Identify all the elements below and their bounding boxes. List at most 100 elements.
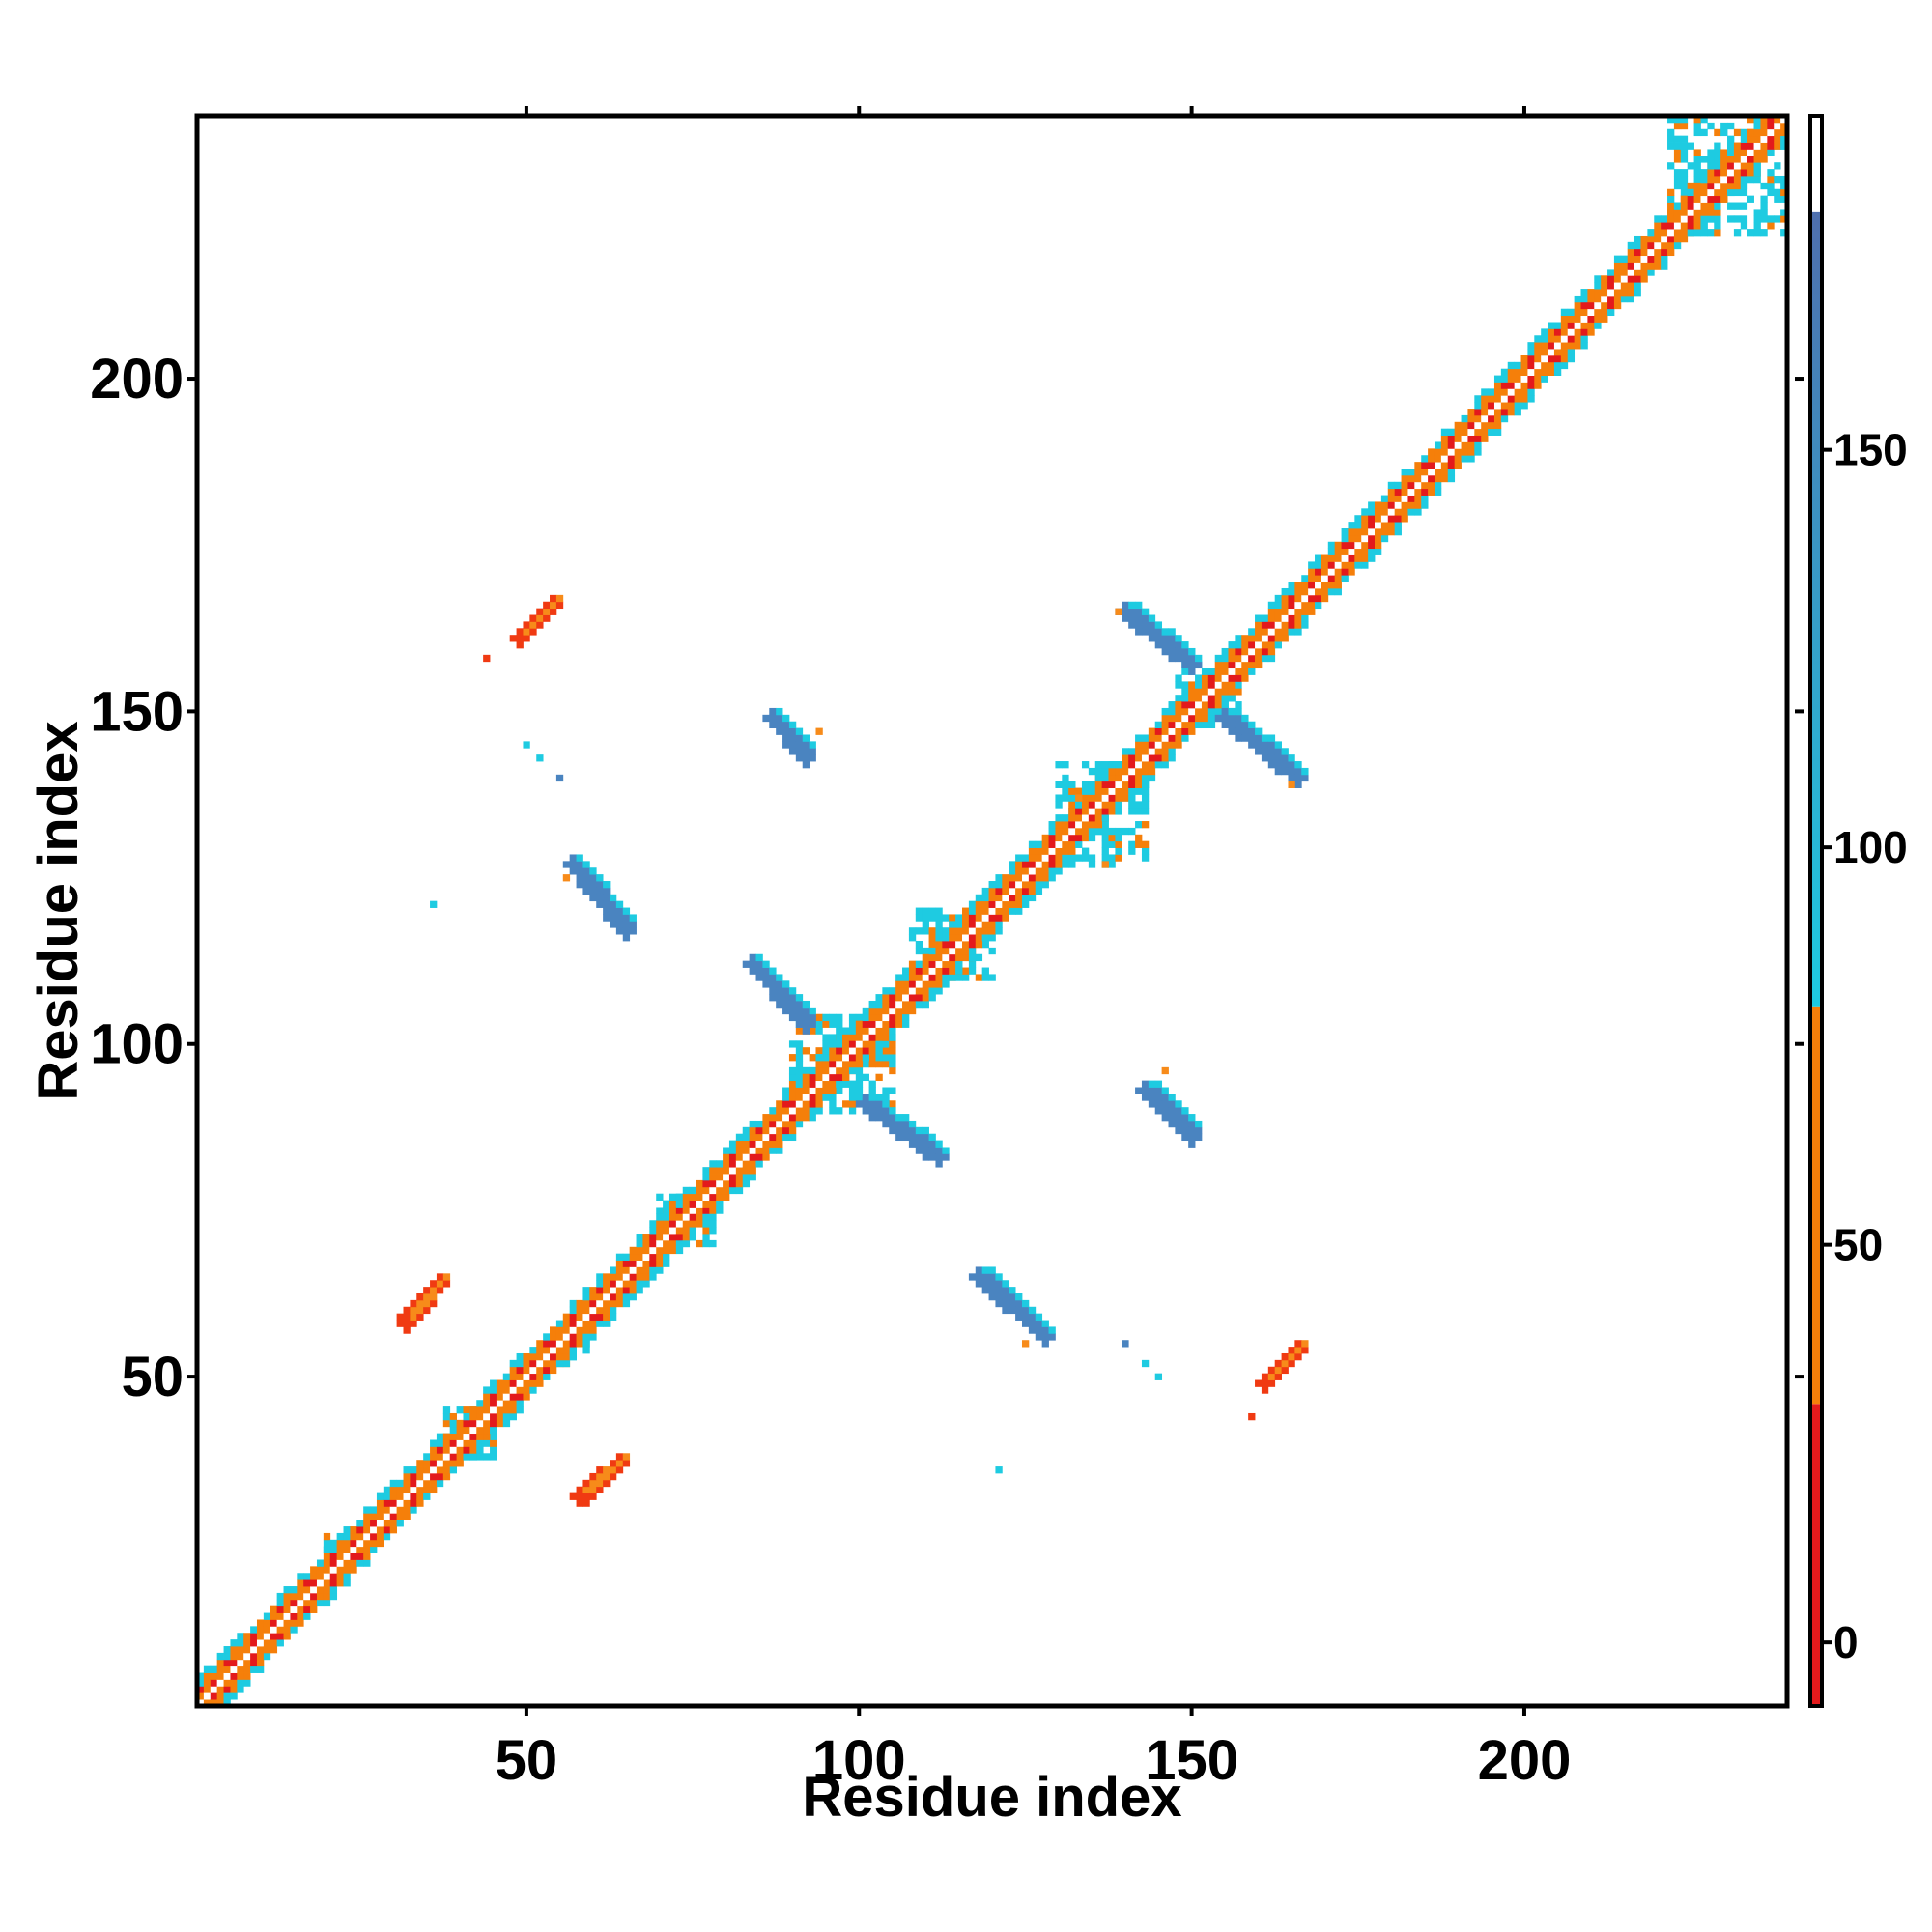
diagonal-cell (456, 1460, 464, 1467)
diagonal-cell (675, 1227, 684, 1235)
strand-cell (1281, 754, 1289, 762)
strand-cell (889, 1107, 896, 1115)
diagonal-cell (1281, 587, 1289, 596)
diagonal-cell (915, 980, 923, 988)
diagonal-cell (1500, 395, 1509, 403)
diagonal-cell (928, 953, 936, 962)
strand-cell (1041, 1333, 1049, 1341)
diagonal-cell (928, 947, 936, 955)
diagonal-cell (1028, 854, 1037, 862)
diagonal-cell (210, 1665, 218, 1673)
strand-cell (615, 1453, 624, 1461)
blob-cell (1753, 229, 1761, 237)
strand-cell (596, 887, 604, 895)
diagonal-cell (689, 1227, 696, 1235)
blob-cell (1680, 175, 1689, 184)
strand-cell (576, 867, 583, 875)
diagonal-cell (868, 1034, 876, 1041)
diagonal-cell (842, 1073, 850, 1082)
strand-cell (1248, 727, 1256, 735)
strand-cell (1188, 668, 1196, 675)
diagonal-cell (263, 1626, 271, 1634)
diagonal-cell (316, 1579, 325, 1587)
diagonal-cell (1680, 209, 1689, 216)
strand-cell (1301, 1340, 1309, 1348)
diagonal-cell (1009, 900, 1016, 908)
diagonal-cell (343, 1539, 351, 1548)
diagonal-cell (1101, 781, 1109, 788)
strand-cell (543, 614, 551, 622)
blob-cell (1727, 135, 1735, 143)
strand-cell (1281, 767, 1289, 776)
diagonal-cell (875, 1034, 883, 1041)
strand-cell (922, 1147, 929, 1154)
diagonal-cell (1009, 907, 1016, 915)
diagonal-cell (1520, 375, 1528, 383)
diagonal-cell (1128, 787, 1136, 795)
diagonal-cell (755, 1153, 763, 1161)
diagonal-cell (735, 1186, 744, 1195)
diagonal-cell (1654, 262, 1662, 270)
diagonal-cell (310, 1605, 318, 1613)
diagonal-cell (523, 1386, 530, 1394)
strand-cell (995, 1299, 1003, 1308)
diagonal-cell (1394, 488, 1402, 496)
diagonal-cell (1693, 222, 1701, 230)
diagonal-cell (949, 921, 956, 928)
strand-cell (603, 900, 611, 908)
diagonal-cell (668, 1239, 677, 1248)
diagonal-cell (1507, 409, 1516, 416)
diagonal-cell (1035, 887, 1043, 895)
diagonal-cell (848, 1060, 857, 1068)
diagonal-cell (1594, 282, 1602, 290)
diagonal-cell (1693, 215, 1701, 223)
diagonal-cell (1760, 116, 1768, 124)
blob-cell (889, 1054, 896, 1062)
diagonal-cell (1700, 209, 1708, 216)
diagonal-cell (1647, 235, 1655, 243)
diagonal-cell (1541, 349, 1548, 356)
diagonal-cell (649, 1260, 657, 1267)
diagonal-cell (1760, 149, 1768, 156)
strand-cell (1141, 1087, 1150, 1094)
diagonal-cell (842, 1060, 850, 1068)
blob-cell (848, 1080, 857, 1088)
strand-cell (1221, 714, 1229, 723)
diagonal-cell (1122, 754, 1129, 762)
strand-cell (589, 874, 597, 882)
diagonal-cell (1601, 315, 1608, 323)
blob-cell (848, 1087, 857, 1094)
diagonal-cell (223, 1672, 231, 1680)
strand-cell (755, 953, 763, 962)
strand-cell (769, 980, 777, 988)
diagonal-cell (1527, 388, 1535, 396)
diagonal-cell (576, 1313, 583, 1321)
strand-cell (1168, 1114, 1176, 1122)
diagonal-cell (1414, 481, 1422, 490)
blob-cell (1081, 781, 1090, 788)
diagonal-cell (1267, 621, 1276, 629)
diagonal-cell (1161, 727, 1169, 735)
diagonal-cell (776, 1114, 783, 1122)
strand-cell (1288, 1347, 1295, 1354)
diagonal-cell (868, 1027, 876, 1035)
diagonal-cell (682, 1186, 691, 1195)
strand-cell (416, 1293, 424, 1301)
strand-cell (1035, 1326, 1043, 1334)
y-tick-label: 200 (90, 348, 184, 411)
strand-cell (1128, 621, 1136, 629)
diagonal-cell (1141, 754, 1150, 762)
diagonal-cell (1068, 827, 1076, 836)
diagonal-cell (895, 1013, 903, 1022)
diagonal-cell (1055, 834, 1063, 842)
diagonal-cell (1075, 814, 1083, 822)
diagonal-cell (875, 1007, 883, 1015)
strand-cell (889, 1120, 896, 1128)
strand-cell (1128, 608, 1136, 615)
diagonal-cell (1647, 248, 1655, 257)
diagonal-cell (1454, 462, 1462, 469)
diagonal-cell (782, 1114, 790, 1122)
blob-cell (809, 1027, 816, 1035)
diagonal-cell (1075, 801, 1083, 809)
diagonal-cell (1048, 854, 1056, 862)
